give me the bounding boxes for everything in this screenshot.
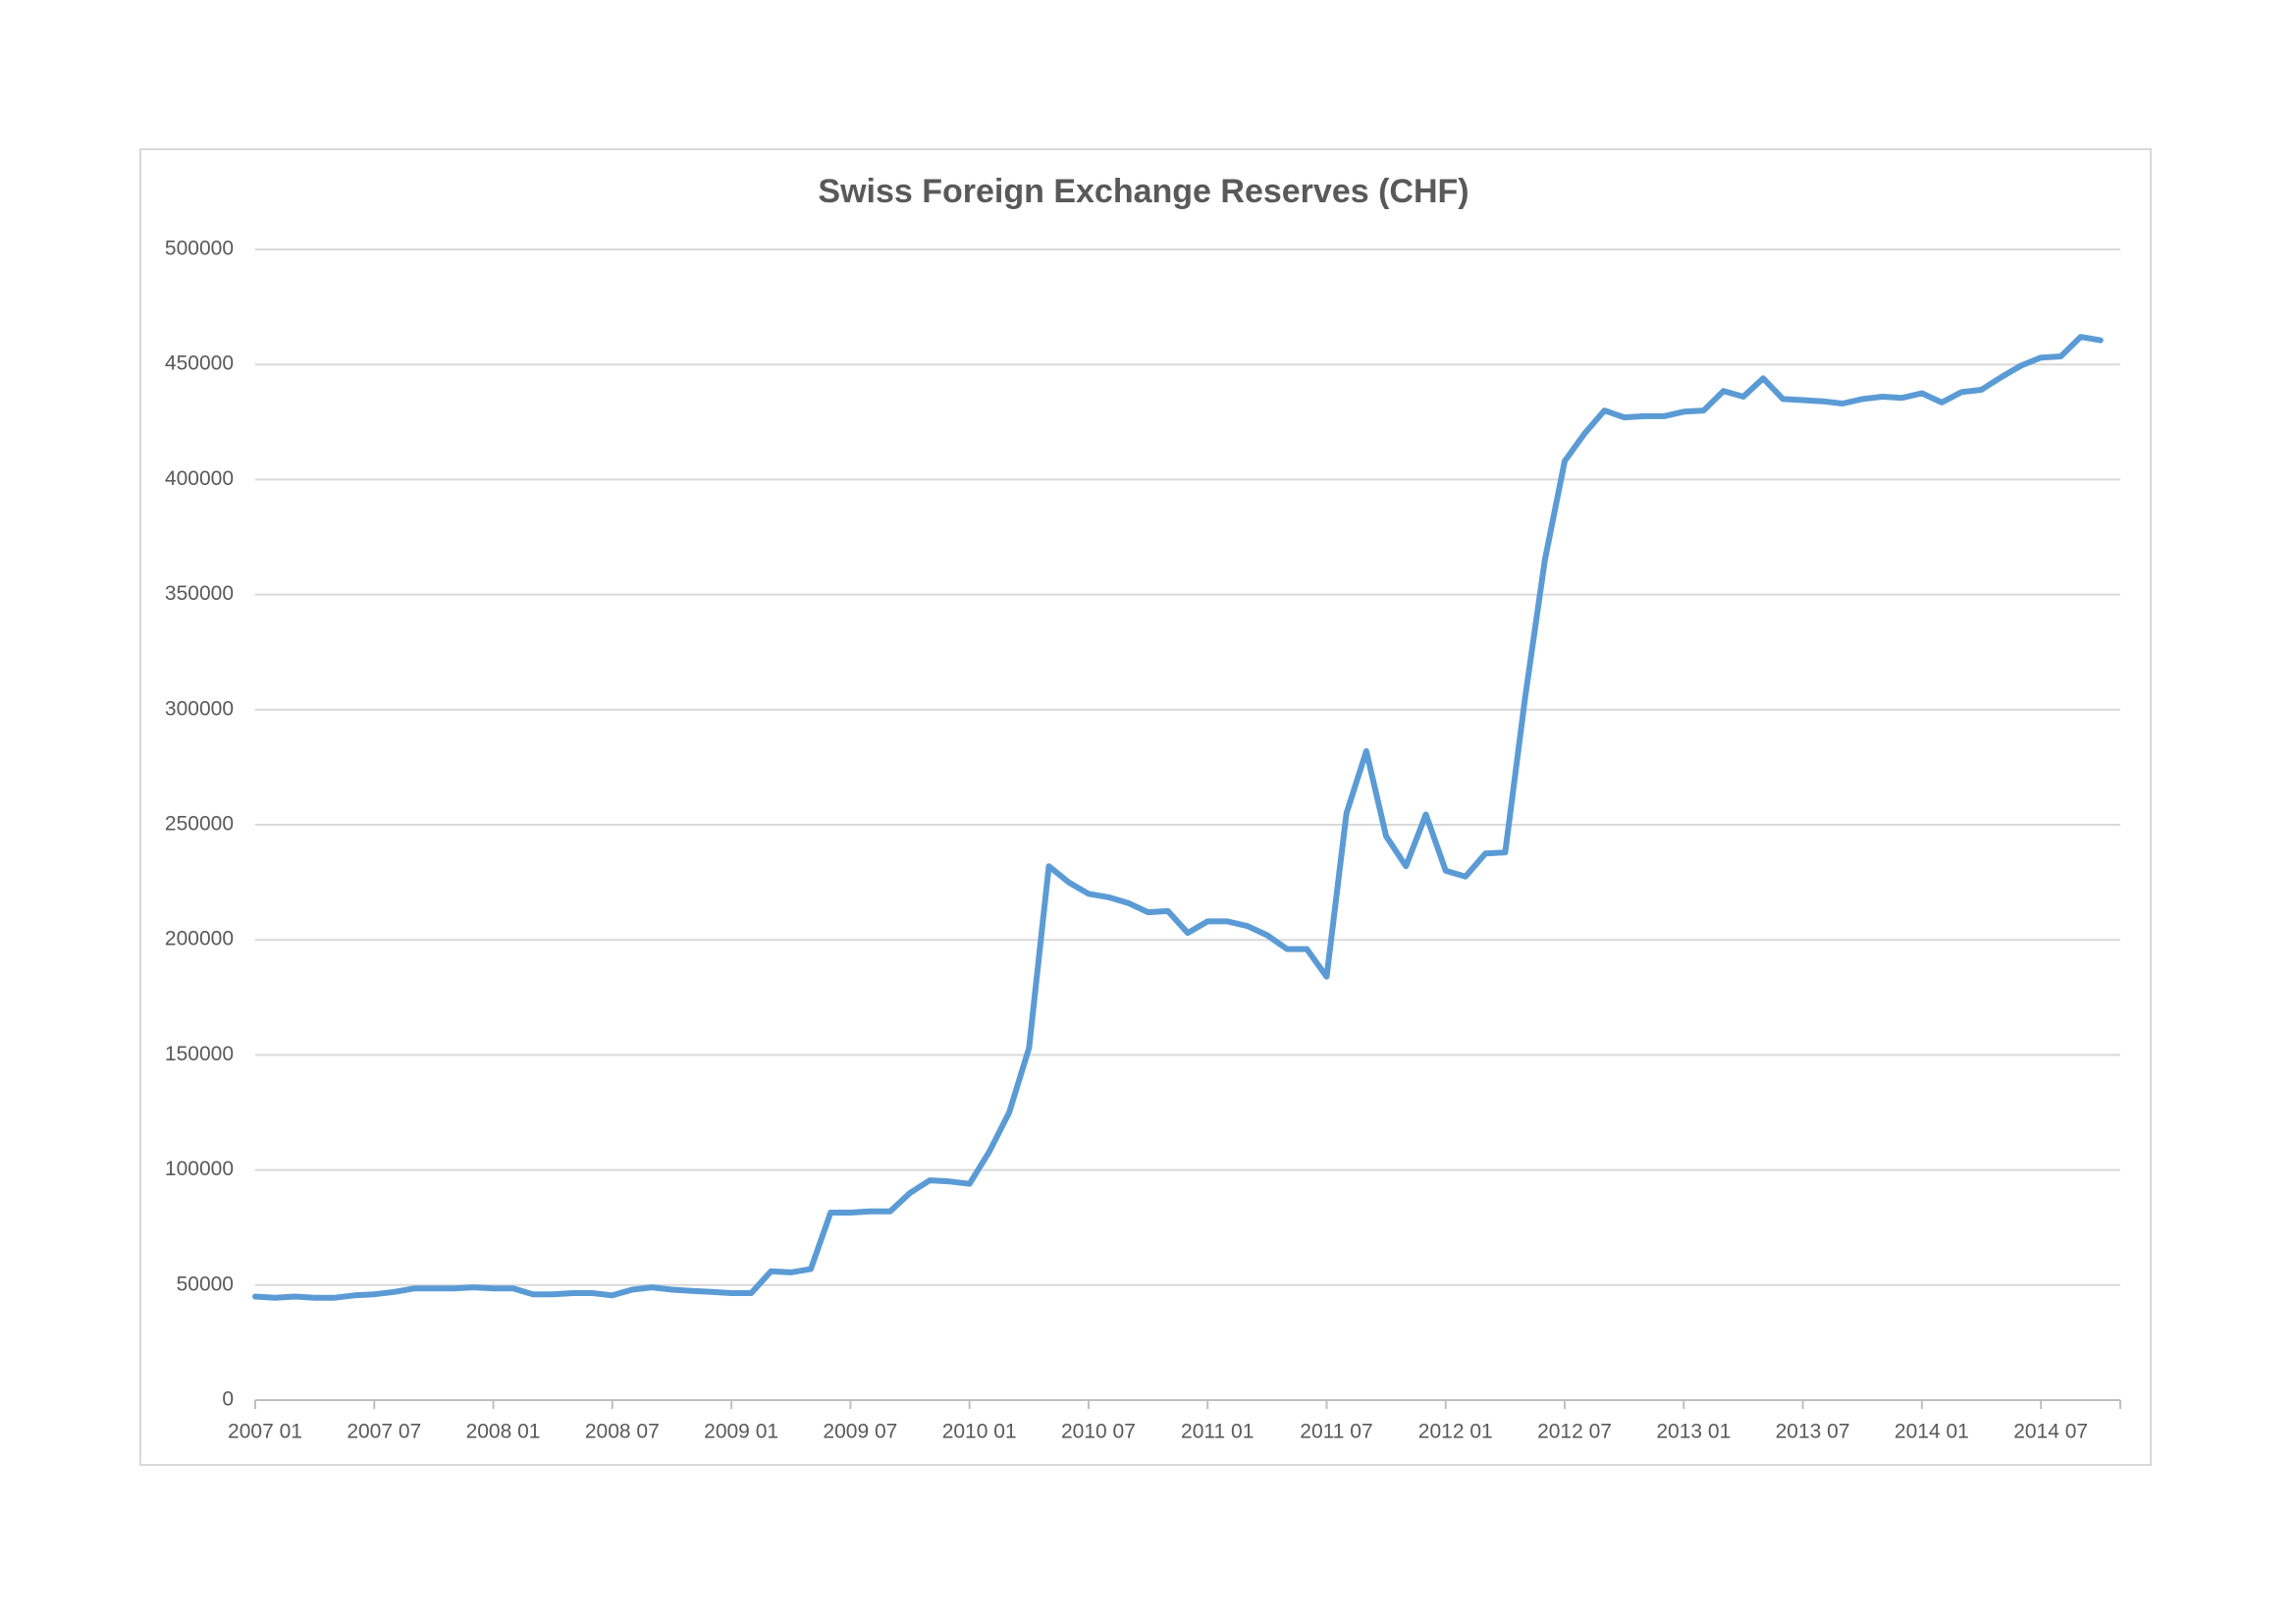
x-tick-label: 2013 07: [1776, 1421, 1850, 1443]
y-tick-label: 100000: [165, 1158, 234, 1180]
x-tick-label: 2011 01: [1181, 1421, 1254, 1443]
chart-title: Swiss Foreign Exchange Reserves (CHF): [818, 173, 1468, 210]
x-tick-label: 2009 01: [704, 1421, 778, 1443]
data-line: [252, 334, 2104, 1301]
x-tick-label: 2007 07: [347, 1421, 421, 1443]
y-tick-label: 350000: [165, 582, 234, 605]
x-tick-label: 2007 01: [228, 1421, 302, 1443]
y-tick-label: 450000: [165, 352, 234, 375]
x-tick-label: 2010 07: [1061, 1421, 1136, 1443]
x-tick-label: 2014 07: [2013, 1421, 2088, 1443]
x-tick-label: 2008 01: [466, 1421, 541, 1443]
y-tick-label: 250000: [165, 813, 234, 836]
x-tick-label: 2011 07: [1300, 1421, 1372, 1443]
x-tick-label: 2012 01: [1418, 1421, 1493, 1443]
x-tick-label: 2009 07: [823, 1421, 897, 1443]
y-tick-label: 500000: [165, 238, 234, 260]
y-tick-label: 50000: [177, 1272, 234, 1295]
x-tick-label: 2008 07: [585, 1421, 660, 1443]
x-tick-label: 2010 01: [942, 1421, 1017, 1443]
y-tick-label: 0: [222, 1388, 234, 1411]
y-tick-label: 200000: [165, 928, 234, 950]
y-tick-label: 400000: [165, 467, 234, 490]
y-tick-label: 300000: [165, 697, 234, 720]
y-tick-label: 150000: [165, 1043, 234, 1065]
x-tick-label: 2014 01: [1895, 1421, 1969, 1443]
chart-frame: [139, 148, 2152, 1466]
x-tick-label: 2012 07: [1537, 1421, 1612, 1443]
x-tick-label: 2013 01: [1656, 1421, 1731, 1443]
